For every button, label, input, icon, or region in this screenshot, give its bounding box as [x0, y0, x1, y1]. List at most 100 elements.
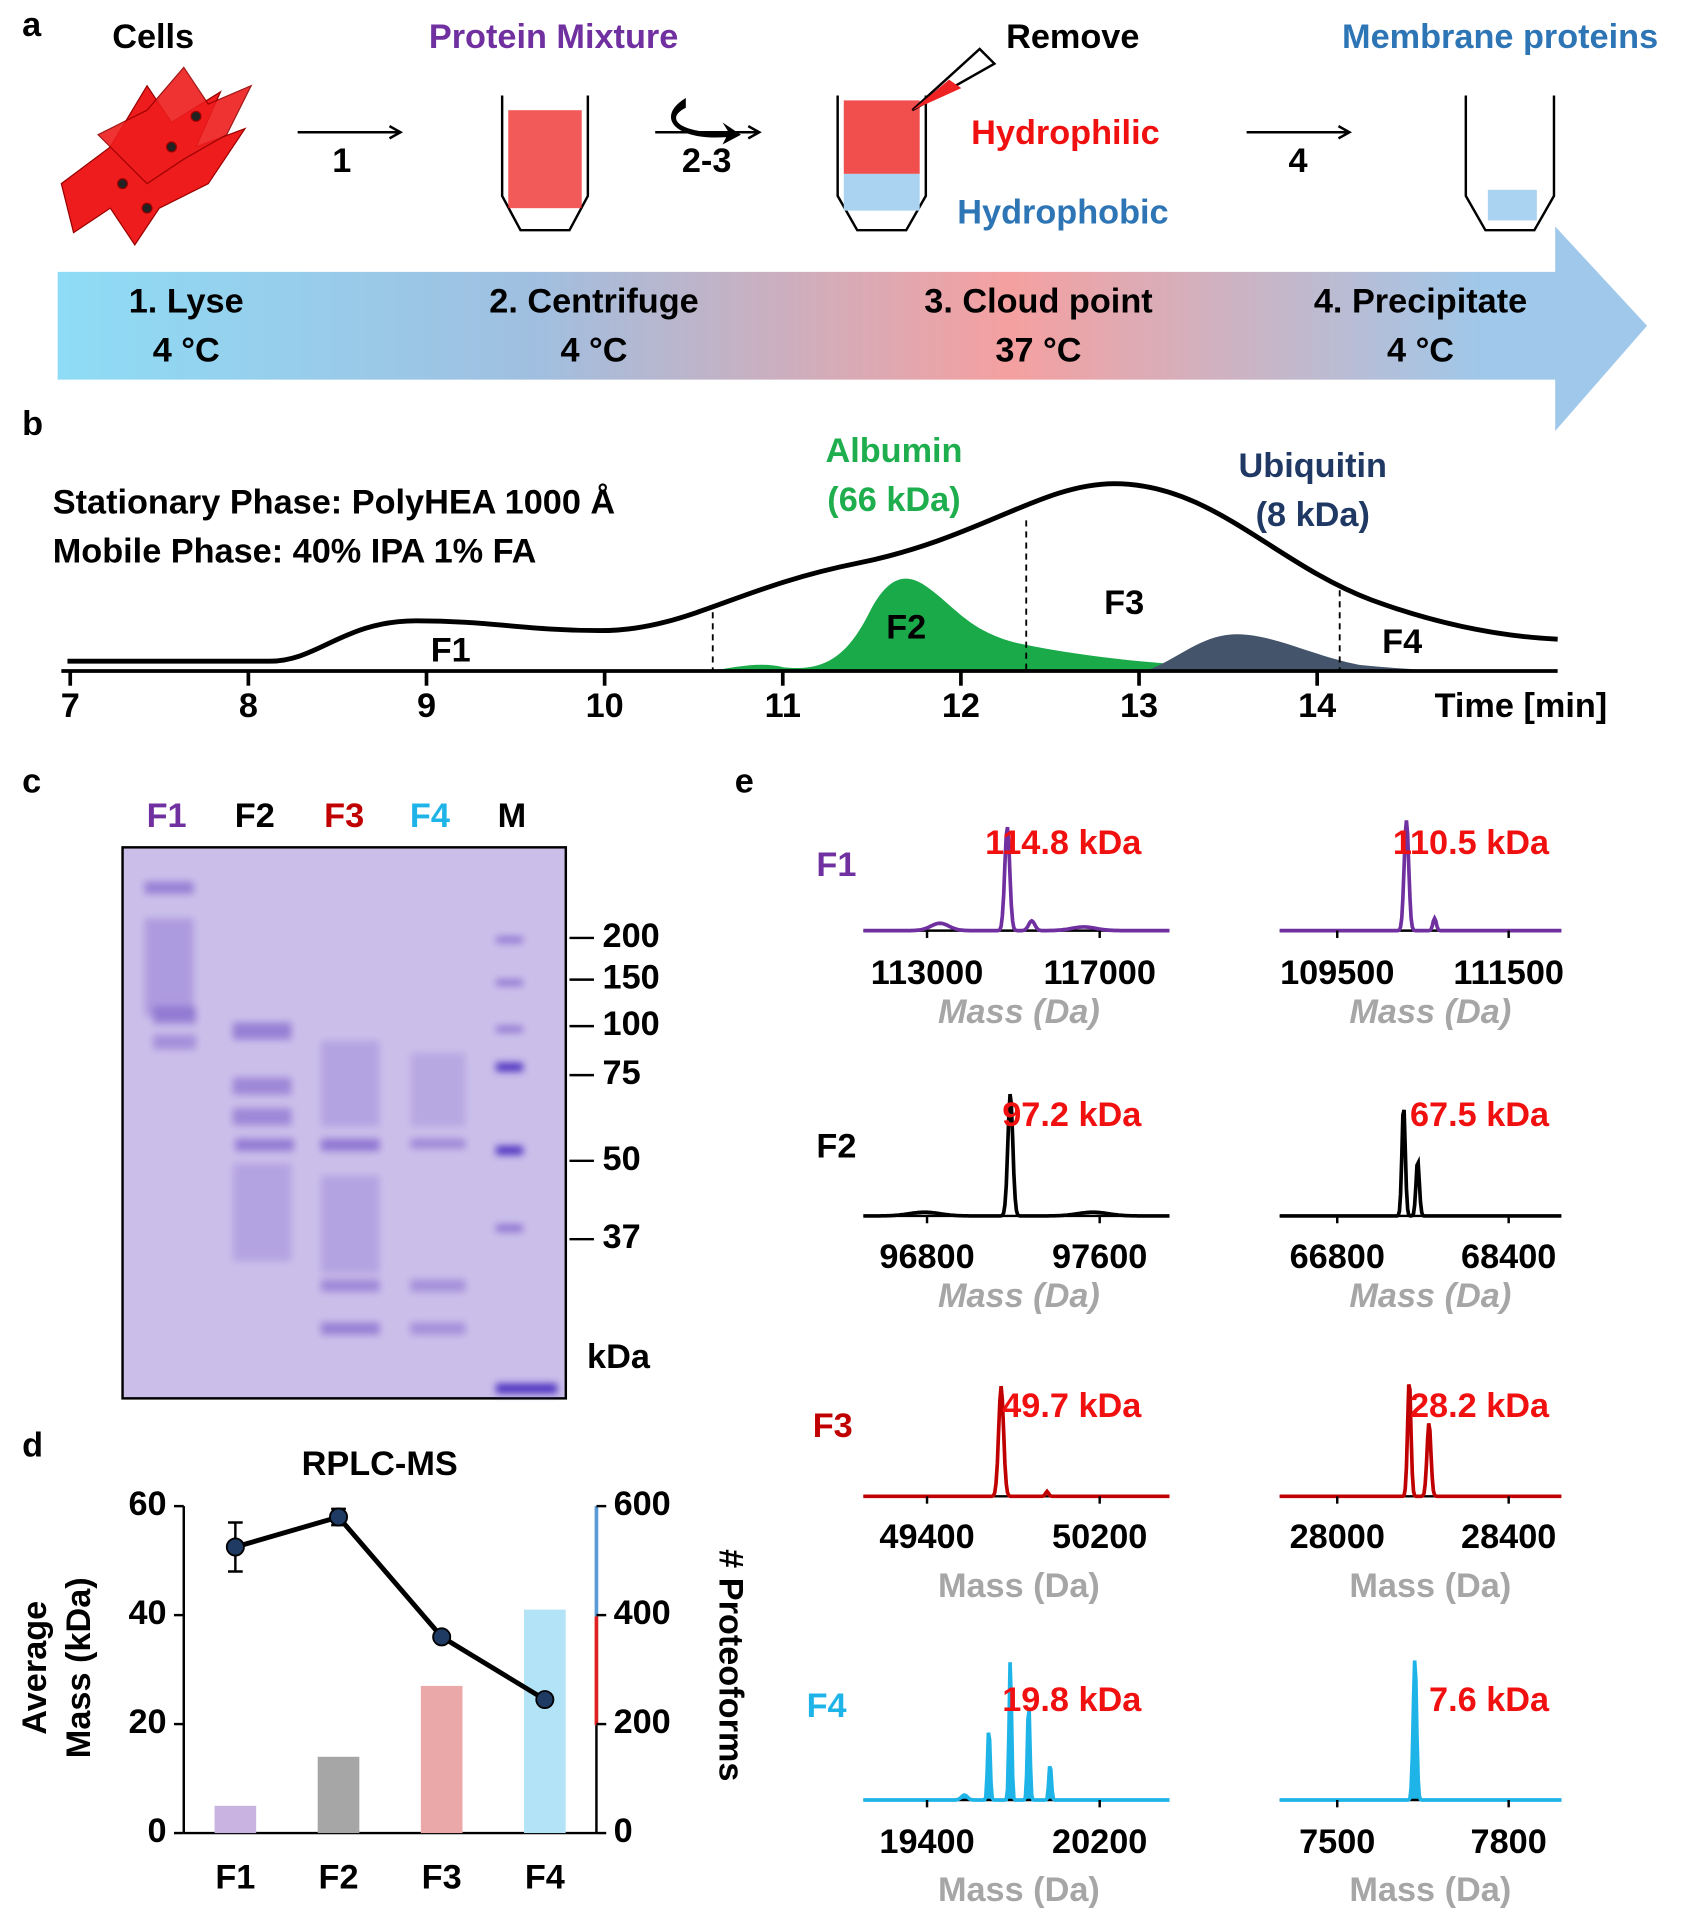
- fraction-label: F1: [816, 846, 856, 884]
- tube-content: [843, 100, 920, 174]
- x-axis-label: Time [min]: [1435, 687, 1608, 725]
- gel-bands: [144, 881, 558, 1394]
- tube-content: [1487, 189, 1537, 221]
- marker-label: 100: [603, 1005, 660, 1043]
- y-axis-label: Mass (kDa): [60, 1577, 98, 1758]
- x-tick-label: F1: [215, 1859, 255, 1897]
- fraction-label: F4: [807, 1687, 847, 1725]
- spectrum: [863, 826, 1170, 933]
- x-tick-label: F2: [319, 1859, 359, 1897]
- panel-label: b: [22, 405, 43, 443]
- y-axis-label: Average: [16, 1601, 54, 1735]
- lane-label: F4: [410, 797, 450, 835]
- tick-label: 117000: [1043, 954, 1155, 992]
- spectrum: [1279, 1383, 1562, 1499]
- tubes: [500, 95, 1556, 232]
- bar: [317, 1756, 360, 1834]
- spectrum: [863, 1385, 1170, 1499]
- tick-label: 66800: [1290, 1238, 1385, 1276]
- y2-tick-label: 400: [614, 1594, 671, 1632]
- step-temp: 4 °C: [560, 332, 627, 370]
- phase-label: Hydrophilic: [971, 114, 1159, 152]
- x-tick-label: 7: [61, 687, 80, 725]
- x-tick-label: F4: [525, 1859, 565, 1897]
- step-temp: 4 °C: [1387, 332, 1454, 370]
- step-temp: 4 °C: [153, 332, 220, 370]
- tube-content: [843, 173, 920, 211]
- tube-content: [508, 110, 582, 209]
- mass-label: 49.7 kDa: [1002, 1387, 1142, 1425]
- tick-label: 7500: [1299, 1823, 1375, 1861]
- lane-label: F1: [147, 797, 187, 835]
- marker-label: 200: [603, 917, 660, 955]
- phase-info: Mobile Phase: 40% IPA 1% FA: [53, 533, 537, 571]
- tick-label: 109500: [1280, 954, 1394, 992]
- panel-label: d: [22, 1426, 43, 1464]
- fraction-label: F3: [813, 1407, 853, 1445]
- point: [535, 1690, 555, 1710]
- tick-label: 19400: [879, 1823, 974, 1861]
- phase-info: Stationary Phase: PolyHEA 1000 Å: [53, 482, 615, 522]
- stage-label: Cells: [112, 18, 194, 56]
- point: [225, 1537, 245, 1557]
- y-tick-label: 40: [129, 1594, 167, 1632]
- bar: [420, 1685, 463, 1834]
- spectrum: [863, 1093, 1170, 1218]
- step-name: 2. Centrifuge: [489, 283, 698, 321]
- x-tick-label: 11: [765, 687, 801, 725]
- x-axis-label: Mass (Da): [938, 1567, 1100, 1605]
- stage-label: Remove: [1006, 18, 1139, 56]
- pipette-tip: [912, 79, 962, 111]
- step-arrows: [297, 125, 1353, 140]
- phase-label: Hydrophobic: [957, 193, 1168, 231]
- step-number: 4: [1289, 142, 1308, 180]
- tick-label: 111500: [1453, 954, 1564, 992]
- line: [234, 1514, 547, 1702]
- lane-label: M: [498, 797, 527, 835]
- peak-size: (66 kDa): [827, 481, 960, 519]
- albumin-peak: [710, 578, 1299, 672]
- spectrum: [1279, 1109, 1562, 1218]
- mass-label: 7.6 kDa: [1429, 1681, 1550, 1719]
- process-arrow: [57, 226, 1648, 432]
- peak-name: Ubiquitin: [1239, 447, 1387, 485]
- marker-label: 150: [603, 959, 660, 997]
- fraction-label: F1: [431, 632, 471, 670]
- mass-label: 110.5 kDa: [1393, 824, 1550, 862]
- panel-label: e: [735, 763, 754, 801]
- step-name: 3. Cloud point: [924, 283, 1152, 321]
- x-tick-label: 13: [1120, 687, 1158, 725]
- y-tick-label: 60: [129, 1485, 167, 1523]
- y-tick-label: 0: [148, 1812, 167, 1850]
- fraction-label: F3: [1104, 584, 1144, 622]
- peak-size: (8 kDa): [1256, 496, 1370, 534]
- chromatogram: [67, 481, 1558, 664]
- tick-label: 50200: [1052, 1518, 1147, 1556]
- tick-label: 68400: [1461, 1238, 1556, 1276]
- tick-label: 96800: [879, 1238, 974, 1276]
- step-name: 1. Lyse: [129, 283, 244, 321]
- fraction-label: F4: [1382, 623, 1422, 661]
- cells-icon: [60, 66, 253, 247]
- tick-label: 113000: [871, 954, 983, 992]
- spectrum: [1279, 820, 1562, 933]
- spectrum: [863, 1662, 1170, 1802]
- tick-label: 97600: [1052, 1238, 1147, 1276]
- tick-label: 7800: [1471, 1823, 1547, 1861]
- fraction-dividers: [711, 520, 1341, 672]
- x-axis-label: Mass (Da): [1349, 1871, 1511, 1909]
- mass-label: 97.2 kDa: [1002, 1096, 1142, 1134]
- x-tick-label: F3: [422, 1859, 462, 1897]
- stage-label: Membrane proteins: [1342, 18, 1658, 56]
- point: [329, 1507, 349, 1527]
- mass-label: 114.8 kDa: [985, 824, 1142, 862]
- bar: [214, 1805, 257, 1834]
- marker-label: 75: [603, 1054, 641, 1092]
- mass-label: 67.5 kDa: [1410, 1096, 1550, 1134]
- x-tick-label: 8: [239, 687, 258, 725]
- panel-label: c: [22, 763, 41, 801]
- y2-tick-label: 200: [614, 1703, 671, 1741]
- step-number: 2-3: [682, 142, 732, 180]
- centrifuge-icon: [670, 97, 741, 145]
